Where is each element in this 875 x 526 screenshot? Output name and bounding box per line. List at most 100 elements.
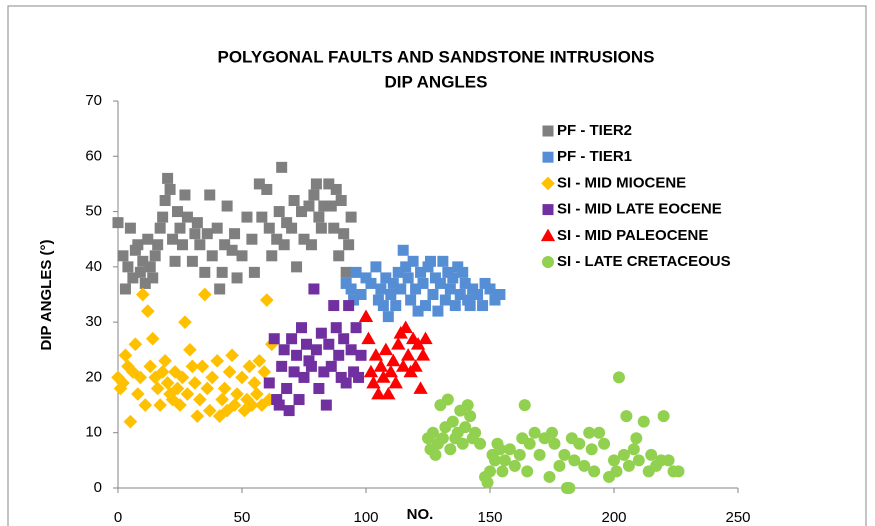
y-tick-label: 60 [85,147,102,164]
scatter-point [397,244,409,256]
scatter-point [436,432,449,445]
scatter-point [286,333,298,345]
y-tick-label: 50 [85,203,102,220]
scatter-point [412,305,424,317]
scatter-point [474,437,487,450]
scatter-point [281,382,293,394]
scatter-point [226,244,238,256]
scatter-point [195,359,210,374]
scatter-point [558,448,571,461]
scatter-point [645,448,658,461]
scatter-point [376,370,391,383]
scatter-point [546,426,558,439]
scatter-point [246,233,258,245]
scatter-point [268,333,280,345]
scatter-point [320,399,332,411]
scatter-point [360,272,372,284]
scatter-point [467,283,479,295]
scatter-point [300,338,312,350]
scatter-point [372,294,384,306]
scatter-point [286,222,298,234]
scatter-point [494,289,506,300]
scatter-point [415,348,431,361]
scatter-point [147,272,159,284]
scatter-point [484,283,496,295]
scatter-point [159,195,171,207]
scatter-point [308,189,320,201]
scatter-point [585,443,598,456]
legend-label: PF - TIER1 [557,148,632,165]
scatter-point [142,233,154,245]
scatter-point [183,342,197,357]
scatter-point [371,386,386,400]
scatter-point [523,437,536,450]
scatter-point [459,277,471,289]
scatter-point [323,178,335,190]
scatter-point [620,410,633,423]
scatter-point [197,287,212,302]
scatter-point [202,403,217,418]
scatter-point [303,200,315,212]
legend-marker [540,228,556,242]
scatter-point [296,322,308,334]
y-tick-label: 10 [85,424,102,441]
scatter-point [315,222,327,234]
scatter-point [176,239,188,251]
scatter-point [145,331,160,346]
scatter-point [437,255,449,267]
scatter-point [118,348,133,363]
scatter-point [390,300,402,312]
scatter-point [325,360,337,372]
scatter-point [261,183,273,195]
scatter-point [211,222,223,234]
scatter-point [216,266,228,278]
scatter-point [472,289,484,300]
scatter-point [305,360,317,372]
scatter-point [449,300,461,312]
scatter-point [310,178,322,190]
scatter-point [637,415,650,428]
x-tick-label: 200 [601,509,626,526]
scatter-point [365,277,377,289]
scatter-point [133,370,148,385]
scatter-point [132,239,144,251]
scatter-point [129,244,141,256]
scatter-point [503,443,516,456]
scatter-point [350,322,362,334]
scatter-point [498,454,511,467]
scatter-point [263,377,275,389]
scatter-point [330,322,342,334]
scatter-point [276,161,288,173]
scatter-point [230,387,244,401]
scatter-point [489,294,501,306]
scatter-point [410,337,426,350]
scatter-point [137,255,149,267]
scatter-point [578,459,591,472]
scatter-point [158,354,172,368]
scatter-point [271,233,283,245]
scatter-point [150,381,165,396]
scatter-point [429,272,441,284]
scatter-point [355,349,367,361]
scatter-point [253,178,265,190]
x-tick-label: 250 [725,509,750,526]
scatter-point [464,410,477,423]
scatter-point [256,211,268,223]
scatter-point [568,454,581,467]
scatter-point [402,272,414,284]
scatter-point [553,459,566,472]
scatter-point [672,465,685,478]
scatter-point [366,375,381,389]
scatter-point [598,437,611,450]
scatter-point [315,327,327,339]
scatter-point [241,211,253,223]
x-axis-title: NO. [407,506,434,523]
scatter-point [313,382,325,394]
scatter-point [457,266,469,278]
scatter-point [340,266,352,278]
scatter-point [276,360,288,372]
scatter-point [410,283,422,295]
scatter-point [288,195,300,207]
scatter-point [313,211,325,223]
